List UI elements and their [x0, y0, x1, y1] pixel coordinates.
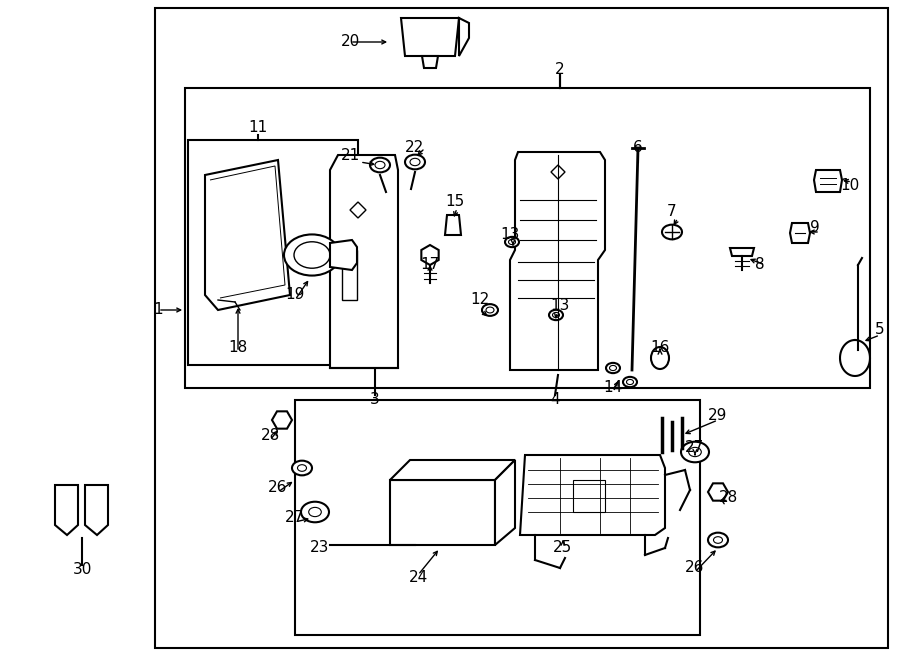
Text: 26: 26	[685, 561, 705, 576]
Text: 28: 28	[718, 490, 738, 506]
Circle shape	[688, 447, 701, 457]
Polygon shape	[730, 248, 754, 256]
Polygon shape	[459, 18, 469, 56]
Text: 16: 16	[651, 340, 670, 356]
Circle shape	[508, 239, 516, 245]
Circle shape	[482, 304, 498, 316]
Text: 6: 6	[633, 141, 643, 155]
Polygon shape	[272, 411, 292, 429]
Text: 23: 23	[310, 541, 329, 555]
Polygon shape	[390, 480, 495, 545]
Circle shape	[370, 158, 390, 173]
Text: 28: 28	[260, 428, 280, 442]
Polygon shape	[55, 485, 78, 535]
Polygon shape	[330, 240, 357, 270]
Text: 4: 4	[550, 393, 560, 407]
Bar	[188, 140, 358, 365]
Text: 22: 22	[405, 141, 425, 155]
Circle shape	[708, 533, 728, 547]
Text: 9: 9	[810, 221, 820, 235]
Circle shape	[292, 461, 312, 475]
Text: 30: 30	[72, 563, 92, 578]
Circle shape	[626, 379, 634, 385]
Polygon shape	[330, 155, 398, 368]
Text: 11: 11	[248, 120, 267, 136]
Circle shape	[549, 310, 563, 320]
Text: 29: 29	[708, 407, 728, 422]
Polygon shape	[421, 245, 438, 265]
Text: 17: 17	[420, 258, 439, 272]
Polygon shape	[510, 152, 605, 370]
Circle shape	[553, 313, 560, 317]
Circle shape	[662, 225, 682, 239]
Polygon shape	[495, 460, 515, 545]
Polygon shape	[350, 202, 366, 218]
Text: 1: 1	[153, 303, 163, 317]
Circle shape	[294, 242, 330, 268]
Text: 18: 18	[229, 340, 248, 356]
Circle shape	[606, 363, 620, 373]
Circle shape	[609, 366, 617, 371]
Polygon shape	[85, 485, 108, 535]
Text: 21: 21	[340, 147, 360, 163]
Text: 8: 8	[755, 258, 765, 272]
Circle shape	[410, 159, 420, 166]
Bar	[342, 250, 357, 300]
Circle shape	[284, 235, 340, 276]
Polygon shape	[445, 215, 461, 235]
Circle shape	[301, 502, 329, 522]
Text: 3: 3	[370, 393, 380, 407]
Polygon shape	[401, 18, 459, 56]
Text: 26: 26	[268, 481, 288, 496]
Bar	[573, 480, 605, 512]
Text: 20: 20	[340, 34, 360, 50]
Text: 2: 2	[555, 63, 565, 77]
Bar	[295, 400, 700, 635]
Text: 7: 7	[667, 204, 677, 219]
Text: 15: 15	[446, 194, 464, 210]
Circle shape	[505, 237, 519, 247]
Text: 10: 10	[841, 178, 859, 192]
Text: 27: 27	[285, 510, 304, 525]
Polygon shape	[205, 160, 290, 310]
Text: 19: 19	[285, 288, 305, 303]
Text: 13: 13	[500, 227, 519, 243]
Text: 27: 27	[686, 440, 705, 455]
Polygon shape	[551, 165, 565, 179]
Text: 13: 13	[550, 297, 570, 313]
Circle shape	[623, 377, 637, 387]
Circle shape	[486, 307, 494, 313]
Polygon shape	[814, 170, 842, 192]
Text: 14: 14	[603, 381, 623, 395]
Polygon shape	[520, 455, 665, 535]
Bar	[185, 88, 870, 388]
Circle shape	[714, 537, 723, 543]
Text: 24: 24	[409, 570, 428, 586]
Polygon shape	[390, 460, 515, 480]
Circle shape	[375, 161, 385, 169]
Polygon shape	[790, 223, 810, 243]
Ellipse shape	[651, 347, 669, 369]
Circle shape	[298, 465, 307, 471]
Bar	[155, 8, 888, 648]
Polygon shape	[422, 56, 438, 68]
Text: 12: 12	[471, 293, 490, 307]
Text: 25: 25	[554, 541, 572, 555]
Polygon shape	[708, 483, 728, 500]
Circle shape	[309, 508, 321, 517]
Circle shape	[405, 155, 425, 169]
Text: 5: 5	[875, 323, 885, 338]
Circle shape	[681, 442, 709, 462]
